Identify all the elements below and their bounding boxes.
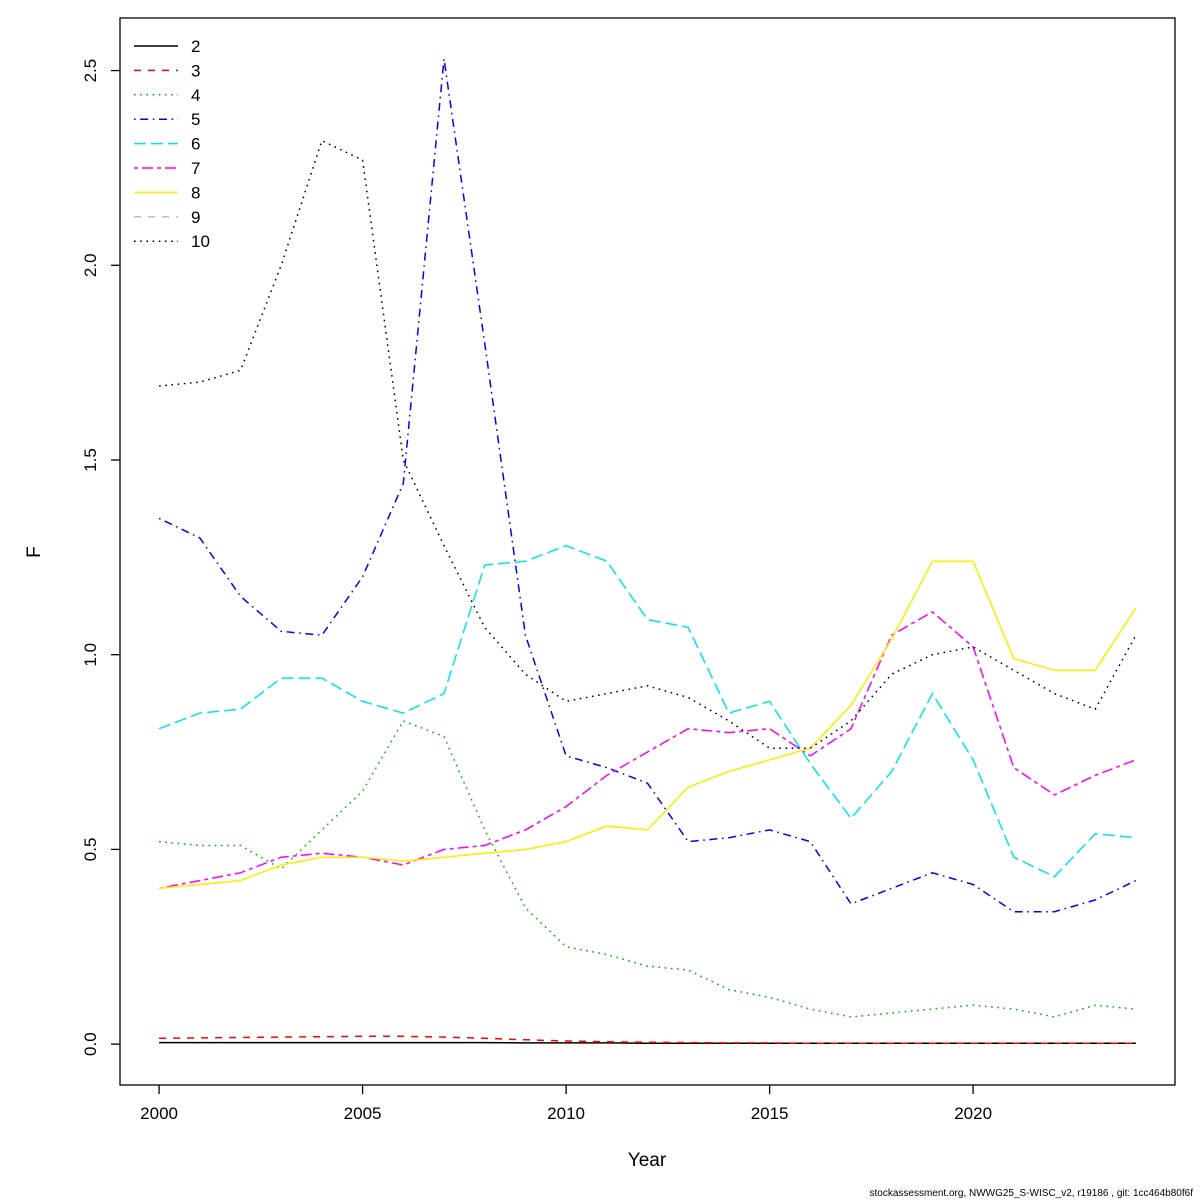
legend-label-age-2: 2: [191, 37, 200, 56]
y-tick-label: 0.0: [81, 1032, 100, 1056]
x-tick-label: 2020: [954, 1104, 992, 1123]
x-tick-label: 2005: [344, 1104, 382, 1123]
legend-label-age-4: 4: [191, 86, 200, 105]
x-tick-label: 2000: [140, 1104, 178, 1123]
legend-label-age-3: 3: [191, 61, 200, 80]
footer-attribution: stockassessment.org, NWWG25_S-WISC_v2, r…: [870, 1188, 1194, 1199]
legend-label-age-8: 8: [191, 183, 200, 202]
legend-label-age-9: 9: [191, 208, 200, 227]
series-line-age-4: [159, 719, 1136, 1018]
y-axis-label: F: [24, 546, 45, 558]
legend-label-age-5: 5: [191, 110, 200, 129]
y-tick-label: 2.0: [81, 253, 100, 277]
series-line-age-6: [158, 544, 1136, 878]
series-line-age-5: [158, 58, 1137, 913]
y-tick-label: 1.5: [81, 448, 100, 472]
y-tick-label: 2.5: [81, 59, 100, 83]
y-tick-label: 0.5: [81, 838, 100, 862]
x-tick-label: 2015: [751, 1104, 789, 1123]
x-tick-label: 2010: [547, 1104, 585, 1123]
legend-label-age-10: 10: [191, 232, 210, 251]
legend-label-age-7: 7: [191, 159, 200, 178]
y-tick-label: 1.0: [81, 643, 100, 667]
series-line-age-9: [159, 560, 1137, 890]
series-line-age-7: [158, 610, 1137, 890]
series-line-age-10: [159, 139, 1137, 749]
x-axis-label: Year: [628, 1150, 667, 1171]
series-line-age-3: [159, 1035, 1136, 1045]
plot-border: [119, 17, 1176, 1086]
series-line-age-8: [159, 560, 1137, 890]
chart-generated-layer: 2000 2005 2010 2015 2020 0.0 0.5 1.0 1.5 2.0 2.5 2 3…: [81, 17, 1176, 1123]
legend-label-age-6: 6: [191, 135, 200, 154]
